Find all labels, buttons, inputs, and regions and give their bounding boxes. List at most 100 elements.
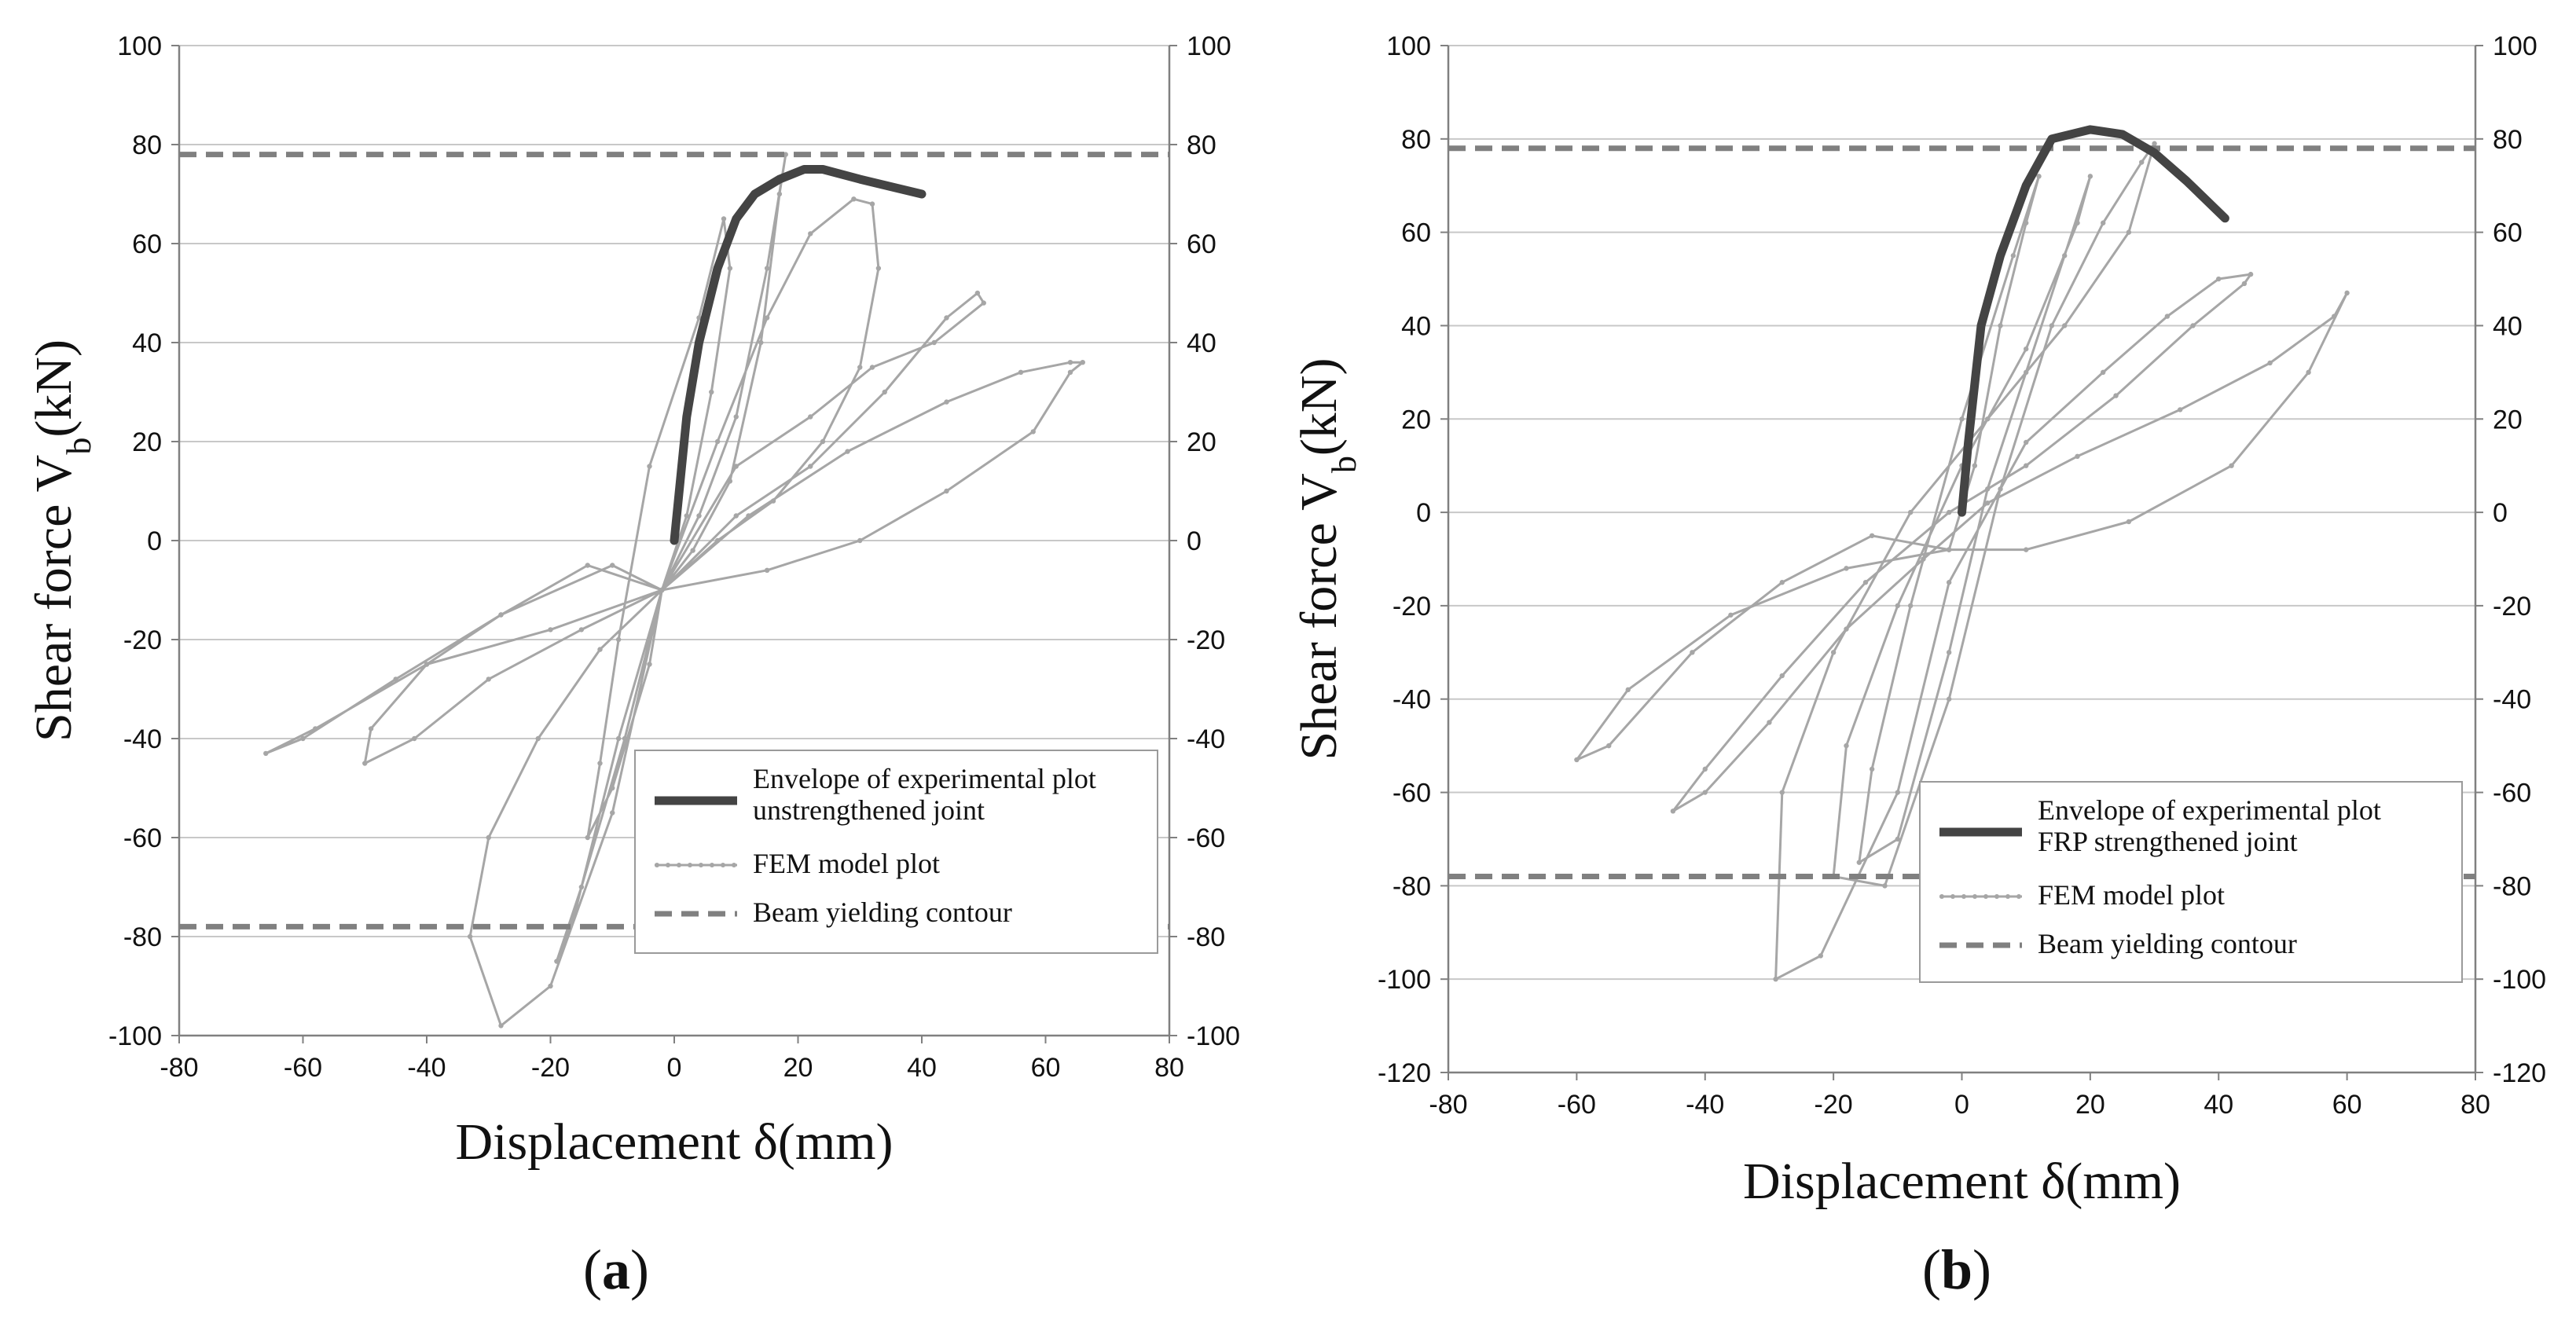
legend-fem-point	[710, 863, 714, 867]
fem-point	[1907, 603, 1914, 609]
fem-point	[1018, 369, 1024, 375]
fem-point	[486, 676, 491, 682]
fem-point	[1779, 580, 1785, 585]
fem-point	[1030, 429, 1036, 434]
y-tick-label-left: 0	[1416, 498, 1431, 528]
fem-point	[770, 498, 776, 504]
panel-a-label: (a)	[583, 1238, 649, 1301]
fem-point	[2062, 253, 2068, 258]
y-tick-label-left: -100	[108, 1021, 162, 1051]
fem-point	[412, 735, 417, 742]
fem-point	[2023, 346, 2029, 352]
panel-b-label: (b)	[1922, 1238, 1991, 1301]
x-tick-label: -40	[1686, 1090, 1724, 1120]
fem-point	[548, 627, 553, 632]
fem-point	[851, 196, 857, 202]
x-tick-label: 20	[2075, 1090, 2105, 1120]
y-tick-label-left: -120	[1378, 1058, 1431, 1088]
x-tick-label: 80	[1154, 1053, 1184, 1083]
legend-label: FEM model plot	[753, 848, 940, 879]
fem-point	[610, 785, 615, 791]
fem-point	[1728, 612, 1734, 618]
y-tick-label-left: 0	[147, 526, 162, 556]
fem-point	[2075, 220, 2080, 226]
y-tick-label-right: -60	[2493, 779, 2531, 808]
fem-point	[2023, 463, 2029, 468]
fem-point	[1984, 500, 1991, 506]
fem-point	[1625, 687, 1631, 693]
fem-point	[1067, 369, 1073, 375]
fem-point	[2010, 253, 2016, 258]
y-tick-label-right: 40	[2493, 311, 2523, 341]
fem-point	[808, 414, 813, 420]
fem-point	[721, 216, 727, 222]
fem-point	[714, 438, 721, 445]
y-tick-label-right: 100	[1187, 31, 1231, 61]
fem-point	[2344, 290, 2350, 296]
x-axis-title: Displacement δ(mm)	[455, 1113, 893, 1171]
fem-point	[1844, 626, 1849, 632]
y-tick-label-right: -100	[1187, 1021, 1240, 1051]
fem-point	[808, 464, 813, 469]
legend-fem-point	[1994, 894, 1999, 899]
fem-point	[1818, 953, 1823, 959]
fem-point	[1984, 416, 1991, 422]
legend-box	[634, 750, 1158, 954]
fem-point	[263, 750, 269, 757]
fem-point	[714, 537, 721, 544]
y-tick-label-right: 20	[1187, 427, 1216, 457]
fem-point	[2113, 393, 2119, 398]
x-tick-label: -80	[1429, 1090, 1467, 1120]
fem-point	[857, 537, 863, 544]
fem-point	[498, 1023, 504, 1028]
fem-point	[300, 735, 306, 742]
fem-point	[882, 389, 887, 395]
x-tick-label: -60	[284, 1053, 322, 1083]
y-tick-label-right: -20	[2493, 592, 2531, 622]
y-tick-label-left: 40	[1401, 311, 1431, 341]
fem-point	[783, 152, 788, 157]
fem-point	[944, 488, 949, 494]
fem-point	[1882, 883, 1888, 889]
fem-point	[1959, 416, 1965, 422]
fem-point	[1779, 790, 1785, 795]
y-tick-label-left: 20	[132, 427, 162, 457]
fem-point	[1067, 360, 1073, 365]
fem-point	[857, 365, 863, 370]
x-tick-label: -40	[407, 1053, 446, 1083]
fem-point	[2049, 323, 2055, 328]
fem-point	[1767, 720, 1772, 725]
fem-point	[585, 834, 590, 841]
y-tick-label-left: -80	[1393, 871, 1431, 901]
x-tick-label: -60	[1558, 1090, 1596, 1120]
fem-point	[2023, 439, 2029, 446]
panel-a-chart: -100 -100-80 -80-60 -60-40 -40-20 -200 020 2040…	[25, 31, 1240, 1171]
x-tick-label: -20	[1815, 1090, 1853, 1120]
legend-fem-point	[655, 863, 659, 867]
fem-point	[2062, 323, 2068, 328]
y-tick-label-left: 80	[132, 130, 162, 160]
legend-label: Beam yielding contour	[753, 896, 1012, 928]
fem-point	[615, 735, 622, 742]
legend-label-line2: unstrengthened joint	[753, 794, 985, 826]
y-tick-label-right: -20	[1187, 625, 1225, 655]
fem-point	[1907, 509, 1914, 515]
fem-point	[597, 761, 603, 766]
fem-point	[1984, 486, 1991, 492]
y-tick-label-right: 20	[2493, 405, 2523, 434]
fem-point	[313, 726, 318, 732]
fem-point	[845, 449, 850, 454]
fem-point	[1921, 556, 1926, 562]
fem-point	[696, 513, 702, 519]
legend-fem-point	[732, 863, 736, 867]
legend-fem-point	[677, 863, 681, 867]
fem-point	[1946, 650, 1952, 655]
y-tick-label-right: -40	[2493, 685, 2531, 715]
y-tick-label-right: -120	[2493, 1058, 2546, 1088]
legend-label: Envelope of experimental plot	[2038, 794, 2381, 826]
x-tick-label: 20	[783, 1053, 813, 1083]
legend-fem-point	[721, 863, 725, 867]
legend-fem-point	[2016, 894, 2021, 899]
fem-point	[1869, 533, 1875, 538]
